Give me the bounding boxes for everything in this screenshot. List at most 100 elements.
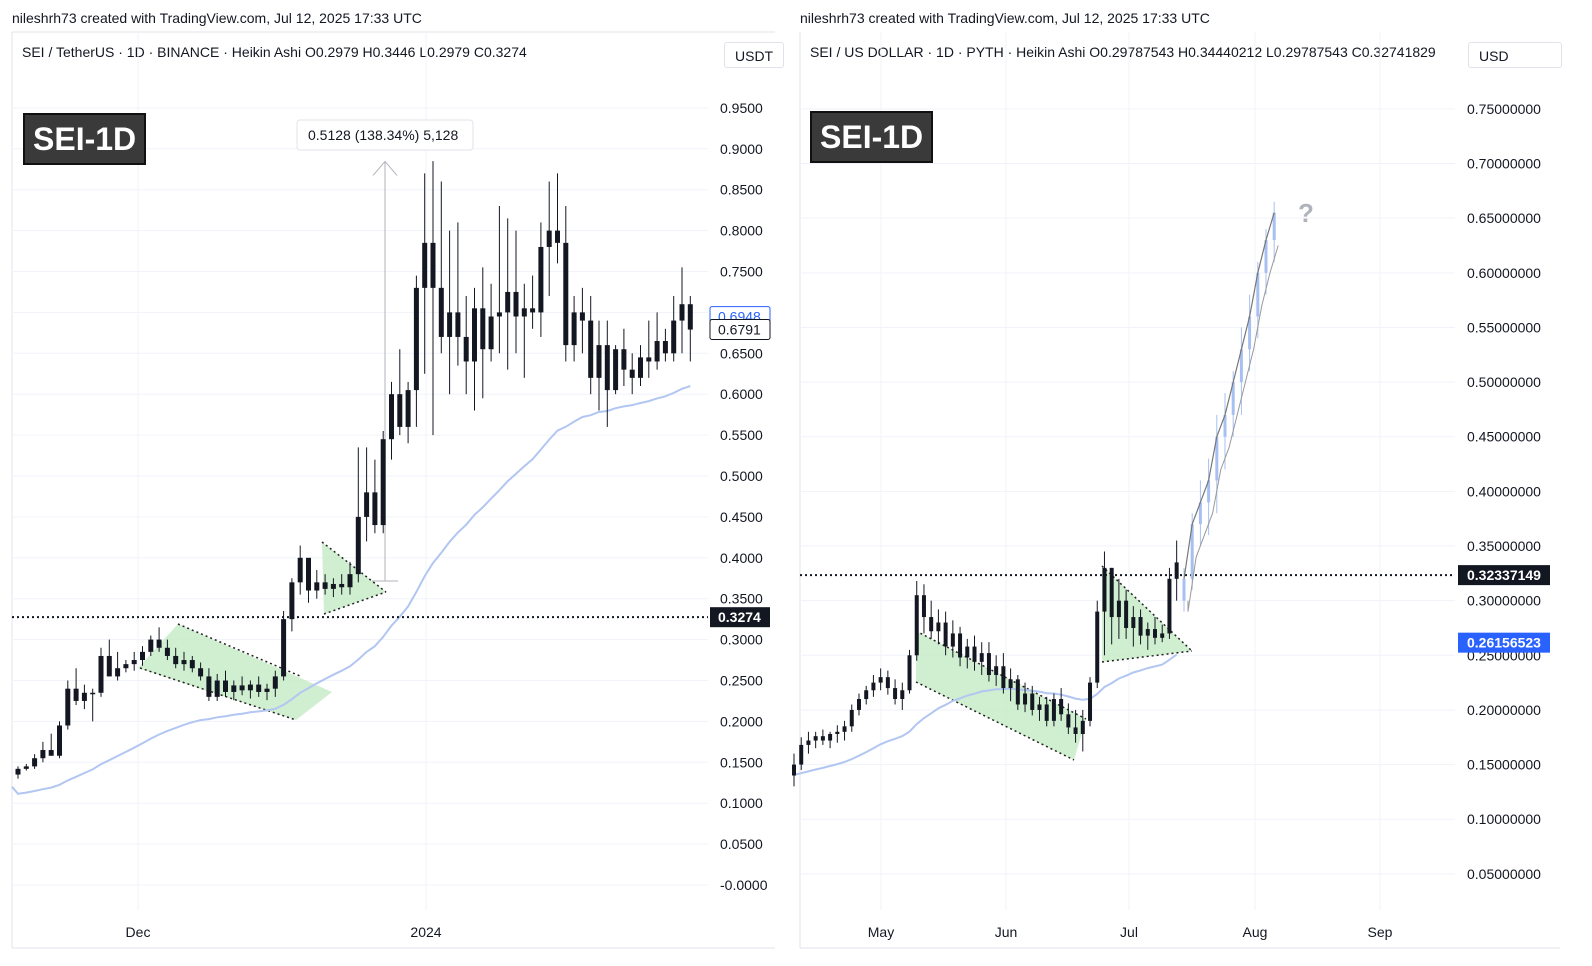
candle-body bbox=[73, 688, 79, 701]
candle bbox=[372, 459, 378, 534]
candle bbox=[687, 296, 693, 362]
y-tick-label: 0.7500 bbox=[720, 264, 763, 280]
left-price-chart[interactable]: 0.9500 0.9000 0.8500 0.8000 0.7500 0.6500 0.60… bbox=[0, 0, 790, 966]
candle bbox=[654, 312, 660, 370]
candle-body bbox=[364, 492, 370, 517]
candle-body bbox=[1037, 704, 1042, 710]
candle-body bbox=[1073, 727, 1078, 734]
currency-label[interactable]: USD bbox=[1468, 42, 1562, 68]
candle bbox=[979, 642, 984, 675]
candle bbox=[521, 283, 527, 378]
candle-body bbox=[1248, 316, 1252, 350]
candle bbox=[662, 328, 668, 362]
candle-body bbox=[1223, 414, 1227, 437]
candle bbox=[792, 753, 796, 787]
candle bbox=[364, 447, 370, 542]
candle-body bbox=[907, 655, 912, 691]
candle-body bbox=[864, 690, 869, 700]
currency-label[interactable]: USDT bbox=[724, 42, 784, 68]
candle-body bbox=[638, 357, 643, 378]
candle-body bbox=[1198, 502, 1202, 525]
y-tick-label: 0.45000000 bbox=[1467, 429, 1541, 445]
candle bbox=[463, 296, 469, 395]
candle-body bbox=[662, 341, 668, 354]
candle bbox=[389, 381, 394, 460]
candle-body bbox=[856, 699, 861, 710]
candle-body bbox=[893, 688, 898, 700]
candle-body bbox=[455, 312, 461, 337]
candle bbox=[214, 673, 220, 701]
candle-body bbox=[1264, 240, 1268, 273]
candle-body bbox=[256, 684, 262, 692]
candle-body bbox=[1190, 524, 1194, 579]
symbol-legend[interactable]: SEI / TetherUS · 1D · BINANCE · Heikin A… bbox=[22, 44, 527, 60]
y-tick-label: 0.35000000 bbox=[1467, 538, 1541, 554]
candle-body bbox=[521, 308, 527, 317]
candle-body bbox=[472, 308, 477, 362]
candle-body bbox=[272, 676, 278, 689]
candle bbox=[397, 349, 403, 436]
candle-body bbox=[223, 680, 228, 692]
candle-body bbox=[799, 744, 804, 765]
candle bbox=[81, 684, 87, 710]
right-price-chart[interactable]: 0.75000000 0.70000000 0.65000000 0.60000000… bbox=[792, 0, 1592, 966]
candle-body bbox=[98, 655, 104, 693]
y-tick-label: 0.70000000 bbox=[1467, 156, 1541, 172]
candle bbox=[422, 173, 428, 374]
candle bbox=[828, 731, 833, 749]
candle-body bbox=[156, 639, 162, 648]
x-tick-label: Jul bbox=[1120, 924, 1138, 940]
candle bbox=[106, 639, 112, 677]
candle bbox=[986, 642, 991, 682]
candle bbox=[555, 173, 560, 264]
candle-body bbox=[405, 390, 411, 427]
projection-candle bbox=[1248, 294, 1252, 372]
y-tick-label: 0.2500 bbox=[720, 673, 763, 689]
y-tick-label: 0.2000 bbox=[720, 713, 763, 729]
candle bbox=[900, 682, 905, 710]
candle-body bbox=[488, 316, 494, 350]
measure-label-bg bbox=[296, 119, 474, 151]
candle bbox=[239, 676, 245, 696]
candle-body bbox=[289, 582, 295, 620]
candle bbox=[1145, 622, 1150, 650]
candle-body bbox=[813, 736, 818, 741]
candle-body bbox=[1116, 600, 1121, 618]
x-tick-label: Jun bbox=[995, 924, 1018, 940]
candle-body bbox=[936, 622, 941, 632]
candle-body bbox=[646, 357, 652, 362]
x-tick-label: 2024 bbox=[410, 924, 441, 940]
y-tick-label: 0.6500 bbox=[720, 345, 763, 361]
candle bbox=[613, 345, 619, 395]
symbol-legend[interactable]: SEI / US DOLLAR · 1D · PYTH · Heikin Ash… bbox=[810, 44, 1436, 60]
y-tick-label: -0.0000 bbox=[720, 877, 768, 893]
last-price-label: 0.32337149 bbox=[1467, 567, 1541, 583]
pattern-trendline bbox=[1101, 650, 1193, 663]
candle-body bbox=[1174, 562, 1179, 579]
ma-price-tag: 0.26156523 bbox=[1458, 632, 1550, 653]
candle-body bbox=[613, 349, 619, 391]
candle-body bbox=[914, 595, 919, 656]
candle-body bbox=[820, 736, 825, 741]
last-price-bg bbox=[710, 607, 770, 628]
candle bbox=[588, 296, 594, 395]
moving-average-line bbox=[793, 653, 1178, 776]
candle bbox=[447, 230, 453, 395]
pennant-pattern bbox=[322, 542, 386, 614]
pattern-trendline bbox=[1101, 565, 1193, 652]
candle bbox=[530, 275, 536, 329]
y-tick-label: 0.05000000 bbox=[1467, 866, 1541, 882]
measure-label-box: 0.5128 (138.34%) 5,128 bbox=[296, 119, 474, 151]
candle-body bbox=[438, 287, 444, 337]
y-tick-label: 0.8500 bbox=[720, 182, 763, 198]
candle-body bbox=[65, 688, 71, 726]
sei-1d-badge: SEI-1D bbox=[23, 113, 147, 165]
candle-body bbox=[958, 633, 963, 658]
candle bbox=[247, 680, 253, 699]
candle-body bbox=[214, 680, 220, 697]
candle bbox=[173, 647, 179, 669]
candle-body bbox=[588, 320, 594, 378]
y-tick-label: 0.75000000 bbox=[1467, 101, 1541, 117]
candle bbox=[297, 545, 303, 595]
candle bbox=[1030, 685, 1035, 716]
